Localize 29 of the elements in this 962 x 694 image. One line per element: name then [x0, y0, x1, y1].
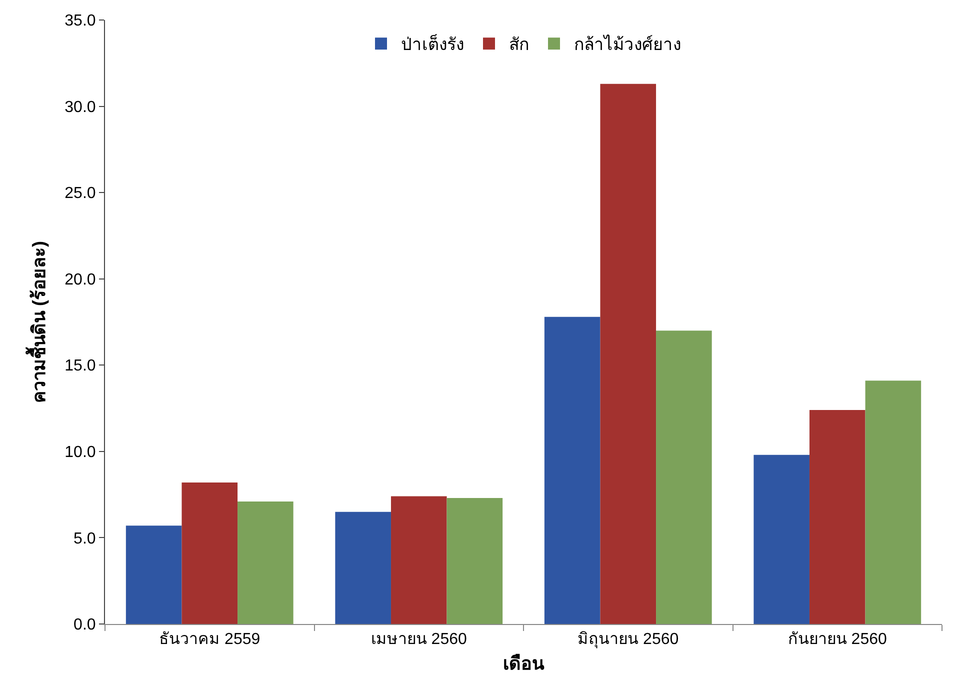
bar — [335, 512, 391, 624]
y-tick-label: 0.0 — [74, 616, 96, 634]
x-tick-label: มิถุนายน 2560 — [578, 631, 679, 650]
legend-label: ป่าเต็งรัง — [401, 33, 464, 54]
x-tick-label: ธันวาคม 2559 — [159, 631, 260, 648]
bar — [544, 316, 600, 624]
bar — [865, 380, 922, 624]
x-tick-label: เมษายน 2560 — [370, 631, 467, 648]
bar — [238, 501, 294, 624]
x-axis-title: เดือน — [503, 653, 545, 674]
bar — [390, 496, 447, 624]
bar — [126, 526, 182, 624]
y-tick-label: 35.0 — [64, 12, 96, 30]
legend-label: สัก — [509, 35, 529, 54]
y-tick-label: 30.0 — [64, 98, 96, 116]
y-tick-label: 20.0 — [64, 271, 96, 288]
y-tick-label: 10.0 — [64, 444, 96, 462]
bar — [600, 84, 656, 624]
bar — [754, 454, 810, 624]
y-axis-title: ความชื้นดิน (ร้อยละ) — [24, 241, 49, 403]
y-tick-label: 5.0 — [74, 530, 96, 548]
y-tick-label: 15.0 — [64, 358, 96, 375]
bar — [809, 410, 866, 624]
legend-label: กล้าไม้วงศ์ยาง — [574, 34, 681, 54]
y-tick-label: 25.0 — [64, 185, 96, 202]
bar — [656, 330, 712, 624]
bar — [182, 482, 238, 624]
x-tick-label: กันยายน 2560 — [788, 631, 887, 648]
bar — [446, 498, 503, 624]
